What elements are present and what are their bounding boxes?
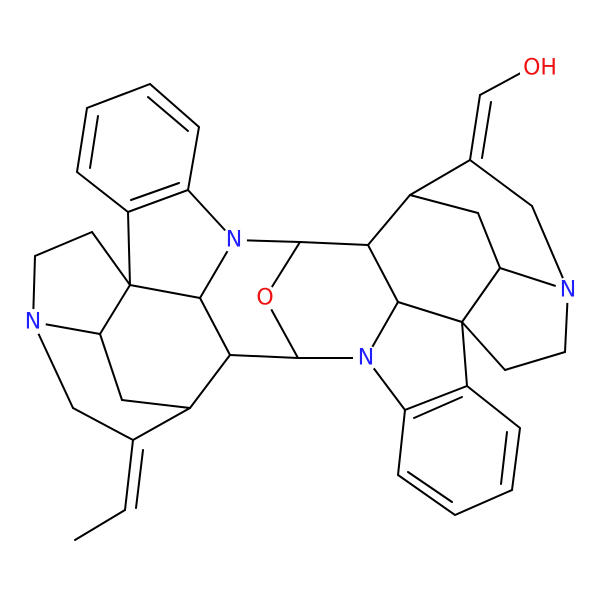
bond (461, 321, 468, 387)
atom-label: N (226, 228, 242, 253)
double-bond (481, 101, 492, 159)
bond (32, 321, 74, 409)
ring (75, 82, 201, 214)
label-bg (353, 345, 379, 371)
atom-label: N (358, 346, 374, 371)
bond (99, 333, 123, 401)
bond (132, 407, 191, 441)
label-bg (555, 277, 581, 303)
atom-label: N (25, 310, 41, 335)
bond (299, 241, 369, 246)
atom-label: O (256, 286, 273, 311)
bond (409, 194, 479, 214)
bond (199, 297, 231, 356)
bond (477, 212, 501, 269)
bond (72, 407, 134, 441)
atom-labels: N O N N N OH (20, 55, 581, 371)
bond (409, 159, 471, 196)
double-bond (130, 182, 180, 201)
bond (74, 509, 126, 541)
bond (121, 399, 191, 409)
double-bond (407, 471, 453, 503)
double-bond (413, 396, 463, 419)
bond (397, 301, 463, 323)
label-bg (520, 55, 560, 81)
label-bg (221, 227, 247, 253)
atom-label: N (560, 278, 576, 303)
bond (367, 244, 399, 303)
label-bg (20, 309, 46, 335)
bond (34, 231, 93, 257)
bond (127, 211, 131, 286)
label-bg (252, 285, 278, 311)
bond (461, 267, 501, 323)
double-bond (147, 96, 189, 132)
bond (99, 284, 131, 335)
bond (531, 205, 569, 291)
bonds (32, 67, 569, 541)
ring (396, 384, 522, 517)
double-bond (500, 431, 508, 485)
bond (504, 351, 566, 371)
bond (129, 284, 201, 299)
atom-label: OH (523, 56, 557, 81)
bond (469, 159, 533, 207)
bond (461, 321, 506, 371)
double-bond (135, 449, 144, 509)
bond (189, 354, 231, 409)
bond (367, 194, 411, 246)
bond (229, 354, 299, 359)
bond (124, 439, 134, 511)
bond (91, 231, 131, 286)
bond (469, 94, 481, 161)
double-bond (89, 115, 99, 169)
